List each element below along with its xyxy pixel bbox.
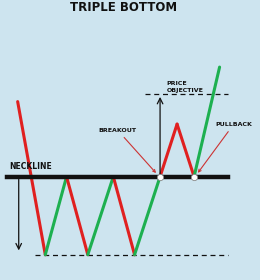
Text: TRIPLE BOTTOM: TRIPLE BOTTOM	[70, 1, 178, 14]
Text: PULLBACK: PULLBACK	[199, 122, 252, 172]
Text: NECKLINE: NECKLINE	[9, 162, 52, 171]
Text: BREAKOUT: BREAKOUT	[99, 128, 155, 172]
Text: PRICE
OBJECTIVE: PRICE OBJECTIVE	[166, 81, 203, 93]
